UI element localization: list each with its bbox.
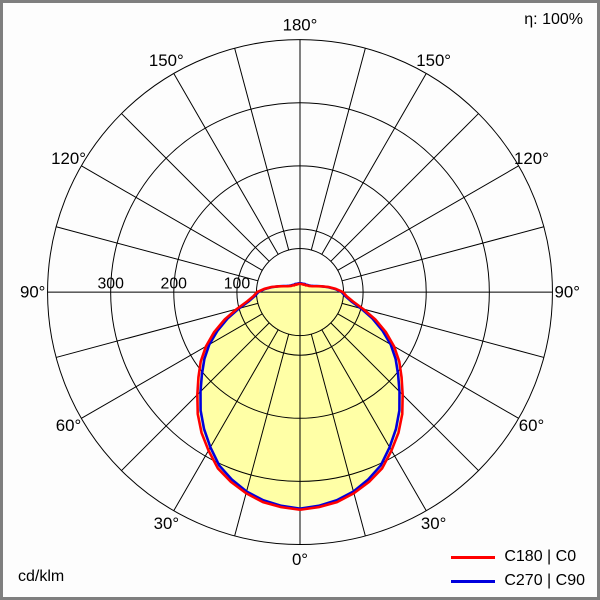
grid-spoke-30	[321, 329, 427, 511]
efficiency-label: η: 100%	[524, 11, 583, 28]
legend-item-c0: C180 | C0	[451, 548, 585, 566]
grid-spoke-315	[121, 322, 270, 471]
angle-label-60-left: 60°	[56, 416, 81, 435]
curve-series-0	[196, 282, 404, 512]
angle-label-120-left: 120°	[51, 149, 86, 168]
grid-spoke-225	[121, 113, 270, 262]
grid-spoke-255	[56, 226, 259, 282]
legend: C180 | C0 C270 | C90	[451, 548, 585, 590]
grid-spoke-60	[337, 313, 519, 419]
grid-spoke-135	[330, 113, 479, 262]
angle-label-150-left: 150°	[149, 51, 184, 70]
grid-spoke-330	[173, 329, 279, 511]
unit-label: cd/klm	[18, 568, 65, 585]
grid-spoke-150	[321, 73, 427, 255]
angle-label-30-right: 30°	[421, 514, 446, 533]
grid-spoke-105	[341, 226, 544, 282]
legend-label-c90: C270 | C90	[504, 572, 585, 589]
grid-spoke-75	[341, 302, 544, 358]
legend-label-c0: C180 | C0	[504, 548, 577, 565]
angle-label-90-left: 90°	[20, 283, 45, 302]
angle-label-30-left: 30°	[154, 514, 179, 533]
grid-spoke-195	[234, 48, 290, 251]
radial-label-200: 200	[161, 276, 188, 293]
legend-item-c90: C270 | C90	[451, 572, 585, 590]
legend-line-blue-icon	[451, 579, 496, 583]
polar-intensity-chart: 0° 30° 30° 60° 60° 90° 90° 120° 120° 150° 150° 180°…	[20, 15, 580, 569]
angle-label-60-right: 60°	[519, 416, 544, 435]
grid-spoke-120	[337, 165, 519, 271]
grid-spoke-285	[56, 302, 259, 358]
angle-label-180-right: 180°	[283, 15, 318, 34]
radial-label-300: 300	[98, 276, 125, 293]
grid-spoke-45	[330, 322, 479, 471]
grid-spoke-300	[81, 313, 263, 419]
angle-label-0-right: 0°	[292, 550, 308, 569]
grid-spoke-165	[310, 48, 366, 251]
grid-spoke-15	[310, 334, 366, 537]
angle-label-90-right: 90°	[555, 283, 580, 302]
grid-spoke-345	[234, 334, 290, 537]
grid-spoke-240	[81, 165, 263, 271]
legend-line-red-icon	[451, 555, 496, 559]
angle-label-120-right: 120°	[514, 149, 549, 168]
grid-spoke-210	[173, 73, 279, 255]
angle-label-150-right: 150°	[416, 51, 451, 70]
radial-label-100: 100	[224, 276, 251, 293]
